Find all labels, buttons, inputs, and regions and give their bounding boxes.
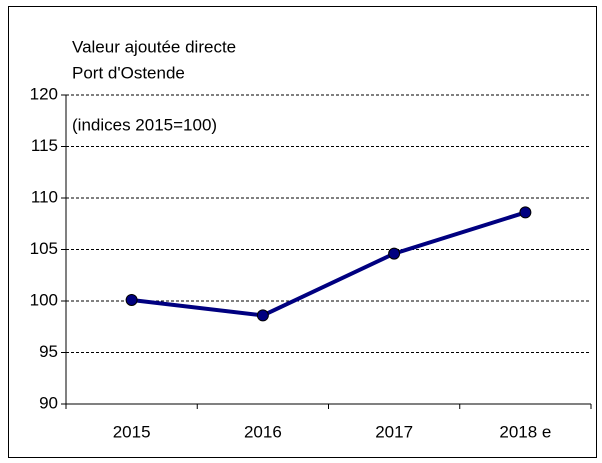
chart-subtitle: Port d'Ostende <box>72 63 185 82</box>
y-tick-label: 105 <box>30 239 58 258</box>
x-tick-label: 2018 e <box>499 422 551 441</box>
marker <box>388 247 401 260</box>
y-tick-label: 95 <box>39 342 58 361</box>
chart-frame <box>8 6 597 458</box>
y-tick-label: 110 <box>31 187 58 206</box>
y-tick-label: 100 <box>30 290 58 309</box>
marker <box>519 206 532 219</box>
marker <box>125 293 138 306</box>
x-tick-label: 2016 <box>244 422 282 441</box>
x-tick-label: 2017 <box>375 422 413 441</box>
x-tick-label: 2015 <box>113 422 151 441</box>
chart-title: Valeur ajoutée directe <box>72 37 236 56</box>
marker <box>256 309 269 322</box>
annotation: (indices 2015=100) <box>72 115 217 134</box>
y-tick-label: 90 <box>39 393 58 412</box>
line <box>131 210 526 318</box>
y-tick-label: 120 <box>30 84 58 103</box>
y-tick-label: 115 <box>31 136 58 155</box>
